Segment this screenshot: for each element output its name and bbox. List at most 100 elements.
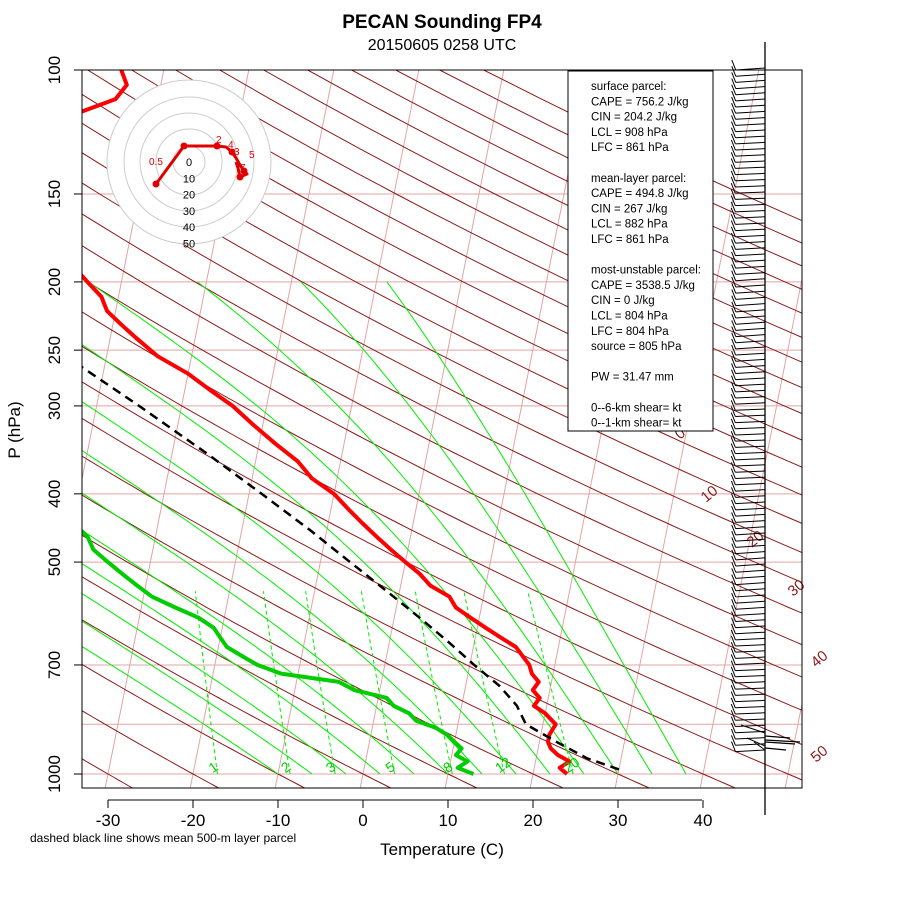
- hodograph-ring-label: 30: [183, 206, 195, 218]
- wind-barb-flag: [731, 592, 737, 604]
- background-grid: [82, 70, 802, 788]
- wind-barb-flag: [730, 487, 736, 498]
- wind-barb-flag: [731, 518, 737, 529]
- y-axis-title: P (hPa): [5, 401, 24, 458]
- wind-barb: [735, 637, 766, 641]
- hodograph-point-label: 4: [228, 140, 234, 151]
- wind-barb: [735, 582, 766, 586]
- wind-barb-flag: [731, 326, 737, 337]
- wind-barb: [735, 160, 766, 163]
- wind-barb-flag: [731, 562, 737, 573]
- x-tick-label: -10: [266, 811, 291, 830]
- x-axis-title: Temperature (C): [380, 840, 504, 859]
- wind-barb: [735, 551, 766, 555]
- wind-barb: [735, 309, 766, 313]
- info-line: LFC = 861 hPa: [591, 142, 669, 154]
- moist-adiabat: [82, 645, 279, 775]
- wind-barb: [735, 73, 766, 77]
- info-line: CAPE = 494.8 J/kg: [591, 188, 689, 200]
- moist-adiabat: [386, 281, 687, 775]
- wind-barb: [735, 458, 766, 461]
- parcel-info-box: surface parcel: CAPE = 756.2 J/kg CIN = 20…: [567, 70, 714, 432]
- info-line: PW = 31.47 mm: [591, 372, 674, 384]
- moist-adiabat: [88, 281, 585, 775]
- wind-barb-flag: [730, 480, 736, 492]
- wind-barb-flag: [731, 555, 737, 567]
- wind-barb-flag: [731, 505, 737, 517]
- wind-barb-flag: [730, 443, 736, 454]
- info-line: source = 805 hPa: [591, 341, 682, 353]
- y-tick-label: 500: [45, 548, 64, 576]
- wind-barb-flag: [730, 195, 736, 206]
- wind-barb-flag: [730, 678, 736, 690]
- wind-barb-flag: [731, 295, 737, 306]
- wind-barb: [735, 383, 766, 387]
- wind-barb: [735, 389, 766, 393]
- mixing-ratio-line: [263, 591, 291, 775]
- moist-adiabat: [82, 563, 381, 775]
- dry-adiabat: [82, 619, 392, 788]
- wind-barb-flag: [731, 59, 737, 71]
- wind-barb-flag: [730, 127, 736, 138]
- info-line: LCL = 804 hPa: [591, 311, 668, 323]
- hodograph-ring-label: 50: [183, 239, 195, 251]
- wind-barb-flag: [731, 351, 737, 362]
- wind-barb: [735, 110, 766, 114]
- wind-barb: [735, 718, 766, 721]
- wind-barb-flag: [730, 139, 736, 151]
- wind-barb-flag: [731, 599, 737, 610]
- wind-barb: [735, 79, 766, 83]
- wind-barb: [735, 538, 766, 542]
- wind-barb-flag: [731, 580, 737, 591]
- isotherm-line: [189, 70, 335, 788]
- wind-barb-flag: [730, 468, 736, 479]
- wind-barb-flag: [730, 176, 736, 188]
- mixing-ratio-line: [194, 591, 218, 775]
- wind-barb: [735, 563, 766, 567]
- wind-barb-flag: [730, 418, 736, 429]
- wind-barb: [735, 408, 766, 411]
- moist-adiabat: [82, 593, 347, 775]
- info-line: mean-layer parcel:: [591, 173, 686, 185]
- wind-barb: [735, 377, 766, 381]
- wind-barb-flag: [731, 611, 737, 622]
- wind-barb: [735, 619, 766, 623]
- info-line: most-unstable parcel:: [591, 265, 701, 277]
- sounding-traces: [82, 70, 620, 776]
- wind-barb-flag: [731, 499, 736, 511]
- wind-barb: [735, 749, 766, 753]
- info-line: [591, 158, 594, 170]
- dry-adiabat-label: 40: [808, 647, 832, 671]
- wind-barb-flag: [731, 264, 737, 275]
- wind-barb-flag: [730, 412, 736, 423]
- y-tick-label: 700: [45, 651, 64, 679]
- wind-barb: [735, 520, 766, 523]
- wind-barb: [735, 129, 766, 133]
- x-tick-label: 20: [524, 811, 543, 830]
- parcel-footnote: dashed black line shows mean 500-m layer…: [30, 831, 296, 845]
- moist-adiabat: [82, 401, 517, 775]
- hodograph-ring: [123, 96, 255, 228]
- wind-barb: [735, 210, 766, 213]
- wind-barb: [735, 575, 766, 579]
- wind-barb: [735, 172, 766, 176]
- wind-barb-flag: [731, 109, 737, 120]
- wind-barb-flag: [730, 660, 736, 671]
- hodograph-point-label: 2: [216, 135, 222, 146]
- wind-barb-flag: [731, 586, 737, 598]
- wind-barb-flag: [731, 357, 737, 368]
- wind-barb-flag: [730, 145, 736, 157]
- wind-barb: [735, 253, 766, 257]
- wind-barb: [735, 241, 766, 244]
- wind-barb-flag: [731, 84, 737, 95]
- info-line: CIN = 0 J/kg: [591, 295, 655, 307]
- wind-barb-flag: [730, 424, 736, 436]
- isotherm-line: [699, 276, 802, 788]
- wind-barb-flag: [730, 716, 736, 727]
- wind-barb: [735, 544, 766, 548]
- wind-barb-flag: [731, 276, 737, 288]
- moist-adiabat: [82, 620, 313, 775]
- wind-barb: [735, 451, 766, 455]
- wind-barb-flag: [731, 282, 737, 294]
